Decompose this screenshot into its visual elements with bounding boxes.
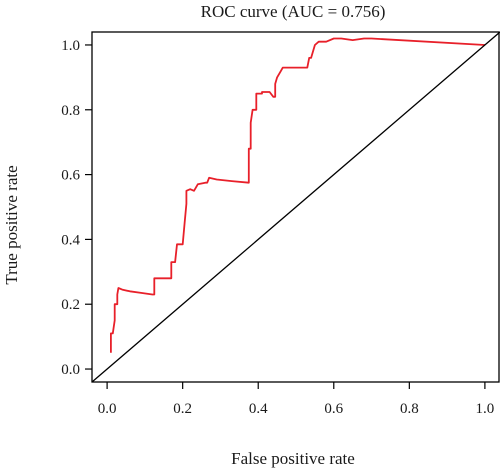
x-tick-label: 0.4 [249, 401, 268, 417]
y-tick-label: 0.8 [61, 103, 80, 119]
y-tick-label: 0.6 [61, 168, 80, 184]
chart-title: ROC curve (AUC = 0.756) [201, 2, 386, 21]
plot-area: 0.0 0.2 0.4 0.6 0.8 1.0 0.0 0.2 0.4 0.6 0.8 1.0 [61, 31, 500, 417]
roc-curve-line [110, 37, 485, 353]
y-tick-label: 1.0 [61, 38, 80, 54]
reference-diagonal-line [91, 31, 500, 383]
plot-frame [91, 31, 500, 383]
x-tick-label: 0.0 [98, 401, 117, 417]
x-tick-label: 0.8 [400, 401, 419, 417]
y-axis-label: True positive rate [2, 165, 21, 284]
y-tick-label: 0.2 [61, 297, 80, 313]
x-axis-label: False positive rate [231, 449, 355, 468]
x-tick-label: 0.2 [173, 401, 192, 417]
x-tick-label: 1.0 [476, 401, 495, 417]
y-tick-label: 0.0 [61, 362, 80, 378]
y-tick-label: 0.4 [61, 232, 80, 248]
x-tick-label: 0.6 [324, 401, 343, 417]
